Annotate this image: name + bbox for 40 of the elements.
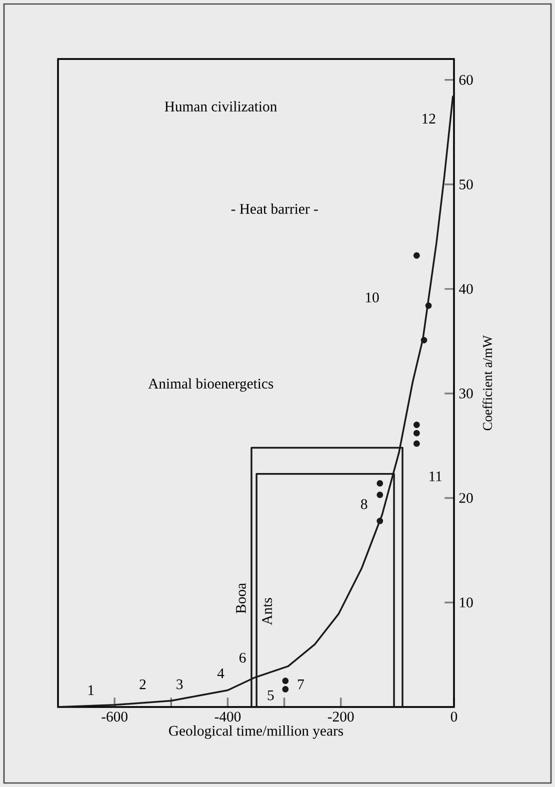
annotation: Human civilization: [164, 101, 277, 112]
text: Booa: [236, 583, 246, 614]
annotation: 7: [298, 680, 304, 690]
annotation: 1: [88, 685, 94, 695]
x-tick-label: -400: [214, 712, 241, 722]
text: Ants: [262, 598, 272, 626]
annotation: 5: [268, 690, 274, 700]
annotation: 8: [360, 499, 368, 510]
annotation: 10: [366, 292, 379, 302]
point: [413, 430, 420, 436]
y-tick-label: 20: [459, 493, 473, 503]
annotation: - Heat barrier -: [231, 204, 318, 214]
y-tick-label: 10: [460, 598, 473, 608]
point: [413, 422, 420, 428]
x-tick-label: -200: [328, 712, 354, 722]
x-tick-label: 0: [450, 712, 458, 722]
point: [420, 336, 428, 344]
point: [413, 440, 420, 447]
point: [376, 518, 384, 524]
y-axis-title: Coefficient a/mW: [482, 335, 492, 430]
y-tick-label: 40: [458, 284, 473, 294]
y-tick-label: 50: [460, 179, 473, 190]
annotation: 2: [140, 679, 146, 690]
annotation: 4: [217, 668, 224, 678]
x-tick-label: -600: [102, 712, 128, 722]
y-tick-label: 30: [459, 388, 473, 398]
x-axis-title: Geological time/million years: [169, 725, 344, 739]
annotation: 3: [176, 679, 183, 690]
point: [376, 492, 384, 498]
point: [425, 302, 432, 309]
point: [413, 252, 420, 259]
point: [282, 678, 289, 684]
annotation: Animal bioenergetics: [148, 378, 274, 392]
line-series: [57, 94, 455, 708]
annotation: 12: [422, 114, 436, 124]
point: [376, 480, 384, 487]
point: [282, 686, 289, 692]
y-tick-label: 60: [459, 74, 473, 85]
annotation: 6: [239, 652, 246, 663]
annotation: 11: [430, 471, 442, 482]
